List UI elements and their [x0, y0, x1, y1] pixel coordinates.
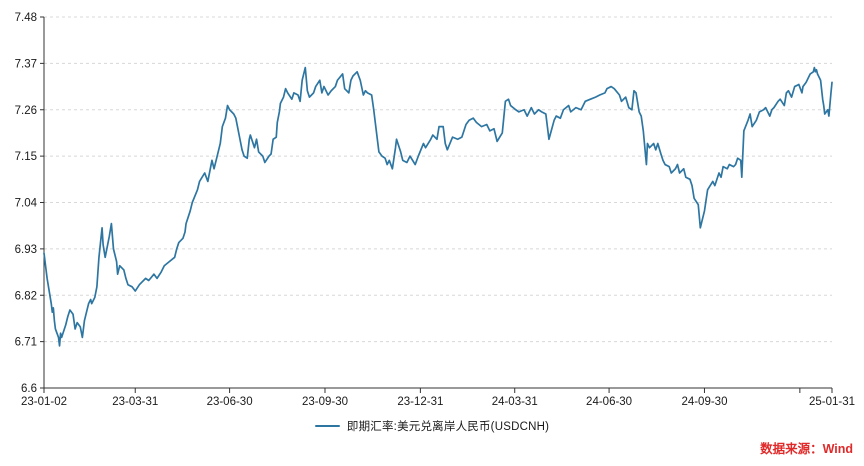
- svg-text:6.93: 6.93: [15, 244, 37, 256]
- svg-text:23-12-31: 23-12-31: [397, 396, 443, 408]
- svg-text:25-01-31: 25-01-31: [809, 396, 855, 408]
- svg-text:7.37: 7.37: [15, 58, 37, 70]
- svg-text:23-01-02: 23-01-02: [21, 396, 67, 408]
- svg-text:6.71: 6.71: [15, 337, 37, 349]
- svg-text:7.26: 7.26: [15, 105, 37, 117]
- svg-text:24-06-30: 24-06-30: [586, 396, 632, 408]
- legend-label: 即期汇率:美元兑离岸人民币(USDCNH): [346, 421, 550, 433]
- data-source-note: 数据来源：Wind: [760, 442, 853, 456]
- svg-text:24-09-30: 24-09-30: [681, 396, 727, 408]
- svg-text:23-06-30: 23-06-30: [207, 396, 253, 408]
- svg-text:6.82: 6.82: [15, 290, 37, 302]
- svg-text:7.15: 7.15: [15, 151, 37, 163]
- svg-text:24-03-31: 24-03-31: [492, 396, 538, 408]
- legend-line-swatch: [314, 424, 340, 428]
- legend-item-usdcnh[interactable]: 即期汇率:美元兑离岸人民币(USDCNH): [314, 418, 550, 434]
- svg-text:7.04: 7.04: [15, 198, 38, 210]
- svg-text:23-03-31: 23-03-31: [112, 396, 158, 408]
- svg-text:6.6: 6.6: [21, 383, 37, 395]
- svg-text:7.48: 7.48: [15, 12, 37, 24]
- legend: 即期汇率:美元兑离岸人民币(USDCNH): [0, 418, 864, 434]
- svg-text:23-09-30: 23-09-30: [302, 396, 348, 408]
